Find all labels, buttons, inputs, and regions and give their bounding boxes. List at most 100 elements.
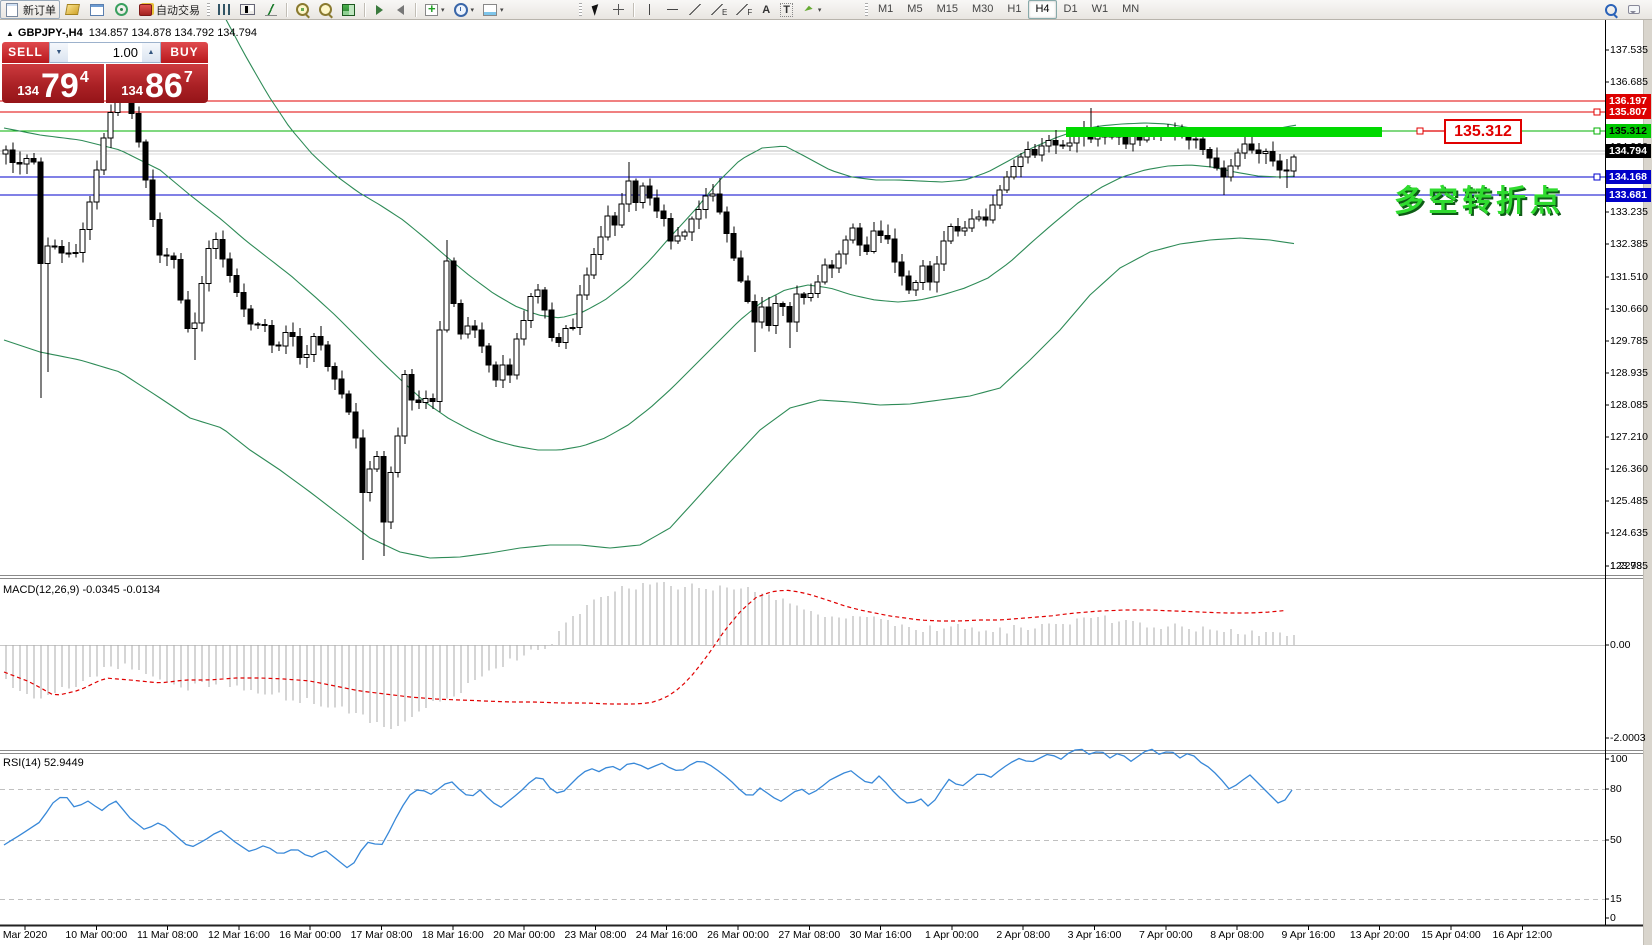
macd-signal-line	[3, 589, 1285, 705]
time-axis-label: 23 Mar 08:00	[564, 929, 627, 941]
price-label: 133.681	[1606, 188, 1651, 202]
indicators-icon	[483, 3, 498, 16]
trendline-button[interactable]	[684, 0, 706, 19]
horizontal-line-button[interactable]	[661, 0, 684, 19]
y-axis-tick: 131.510	[1610, 271, 1648, 283]
bar-chart-button[interactable]	[213, 0, 235, 19]
new-order-button[interactable]: 新订单	[0, 0, 60, 19]
one-click-trading-panel: SELL ▼ 1.00 ▲ BUY 134 79 4 134 86 7	[2, 42, 208, 103]
dropdown-arrow-icon: ▾	[500, 6, 504, 14]
time-axis-label: 8 Apr 08:00	[1210, 929, 1264, 941]
line-anchor[interactable]	[1593, 108, 1601, 116]
price-label: 134.168	[1606, 170, 1651, 184]
timeframe-button-m5[interactable]: M5	[907, 3, 923, 15]
timeframe-button-w1[interactable]: W1	[1091, 3, 1109, 15]
bar-chart-icon	[218, 4, 230, 15]
price-label: 135.312	[1606, 124, 1651, 138]
annotation-note[interactable]: 多空转折点	[1394, 185, 1564, 218]
buy-price[interactable]: 134 86 7	[106, 64, 208, 103]
time-axis-label: 12 Mar 16:00	[207, 929, 270, 941]
zoom-out-button[interactable]	[314, 0, 337, 19]
channel-icon	[711, 4, 723, 15]
timeframe-button-m30[interactable]: M30	[971, 3, 994, 15]
sell-button[interactable]: SELL	[2, 42, 49, 63]
toolbar: 新订单 自动交易 ▾ ▾ ▾	[0, 0, 1652, 20]
arrows-button[interactable]: ▾	[797, 0, 826, 19]
rsi-axis-tick: 80	[1610, 783, 1622, 795]
arrows-icon	[804, 5, 813, 14]
time-axis-label: Mar 2020	[2, 929, 48, 941]
indicators-button[interactable]: ▾	[478, 0, 508, 19]
text-label-icon: T	[780, 2, 793, 17]
search-button[interactable]	[1600, 0, 1622, 19]
chart-canvas[interactable]	[0, 19, 1652, 945]
time-axis-label: 2 Apr 08:00	[996, 929, 1051, 941]
zoom-out-icon	[319, 3, 332, 16]
volume-up-button[interactable]: ▲	[142, 43, 160, 62]
time-axis-label: 13 Apr 20:00	[1349, 929, 1410, 941]
buy-button[interactable]: BUY	[161, 42, 208, 63]
equidistant-channel-button[interactable]: E	[706, 0, 731, 19]
chat-button[interactable]	[1622, 0, 1646, 19]
cursor-button[interactable]	[585, 0, 608, 19]
toolbar-separator	[633, 2, 634, 17]
support-zone-bar[interactable]	[1066, 127, 1382, 137]
rsi-line	[3, 748, 1293, 869]
text-label-button[interactable]: T	[776, 0, 797, 19]
deposit-button[interactable]	[60, 0, 85, 19]
chart-shift-button[interactable]	[390, 0, 411, 19]
sell-price[interactable]: 134 79 4	[2, 64, 104, 103]
sell-price-pipette: 4	[79, 69, 89, 86]
crosshair-button[interactable]	[608, 0, 629, 19]
channel-suffix: E	[722, 8, 728, 17]
text-tool-button[interactable]: A	[756, 0, 776, 19]
macd-label: MACD(12,26,9) -0.0345 -0.0134	[3, 584, 161, 596]
auto-scroll-button[interactable]	[369, 0, 390, 19]
line-anchor[interactable]	[1593, 127, 1601, 135]
candlestick-chart-button[interactable]	[235, 0, 260, 19]
autotrading-button[interactable]: 自动交易	[134, 0, 204, 19]
toolbar-grip	[207, 3, 210, 16]
timeframe-button-m15[interactable]: M15	[936, 3, 958, 15]
fibonacci-suffix: F	[747, 8, 753, 17]
tile-windows-button[interactable]	[337, 0, 360, 19]
line-chart-button[interactable]	[260, 0, 282, 19]
zoom-in-button[interactable]	[291, 0, 314, 19]
macd-axis-tick: 1.2293	[1610, 560, 1643, 572]
time-axis-label: 18 Mar 16:00	[421, 929, 484, 941]
candlestick-chart-icon	[240, 4, 255, 15]
y-axis-tick: 130.660	[1610, 303, 1648, 315]
line-anchor[interactable]	[1593, 173, 1601, 181]
timeframe-button-h4[interactable]: H4	[1028, 0, 1057, 19]
y-axis-tick: 123.785	[1610, 560, 1648, 572]
timeframe-button-h1[interactable]: H1	[1007, 3, 1022, 15]
market-watch-button[interactable]	[85, 0, 109, 19]
fibonacci-button[interactable]: F	[731, 0, 756, 19]
annotation-price-box[interactable]: 135.312	[1444, 119, 1522, 144]
volume-down-button[interactable]: ▼	[50, 43, 68, 62]
time-axis-label: 16 Apr 12:00	[1492, 929, 1553, 941]
timeframe-button-d1[interactable]: D1	[1063, 3, 1078, 15]
time-axis-label: 15 Apr 04:00	[1421, 929, 1481, 941]
buy-price-big-figure: 134	[121, 83, 143, 98]
y-axis-tick: 127.210	[1610, 431, 1648, 443]
chart-shift-icon	[397, 4, 404, 15]
window-icon	[90, 3, 104, 16]
y-axis-tick: 124.635	[1610, 527, 1648, 539]
periods-button[interactable]: ▾	[449, 0, 479, 19]
volume-input[interactable]: 1.00	[112, 45, 138, 60]
y-axis-tick: 137.535	[1610, 44, 1648, 56]
crosshair-icon	[613, 4, 624, 15]
text-tool-icon: A	[762, 3, 771, 16]
timeframe-button-m1[interactable]: M1	[878, 3, 894, 15]
zoom-in-icon	[296, 3, 309, 16]
new-order-label: 新订单	[23, 4, 56, 17]
vertical-line-button[interactable]	[638, 0, 661, 19]
timeframe-button-mn[interactable]: MN	[1122, 3, 1140, 15]
tile-windows-icon	[342, 3, 355, 16]
new-chart-button[interactable]: ▾	[420, 0, 449, 19]
y-axis-tick: 125.485	[1610, 495, 1648, 507]
signals-button[interactable]	[109, 0, 134, 19]
rsi-axis-tick: 15	[1610, 893, 1622, 905]
